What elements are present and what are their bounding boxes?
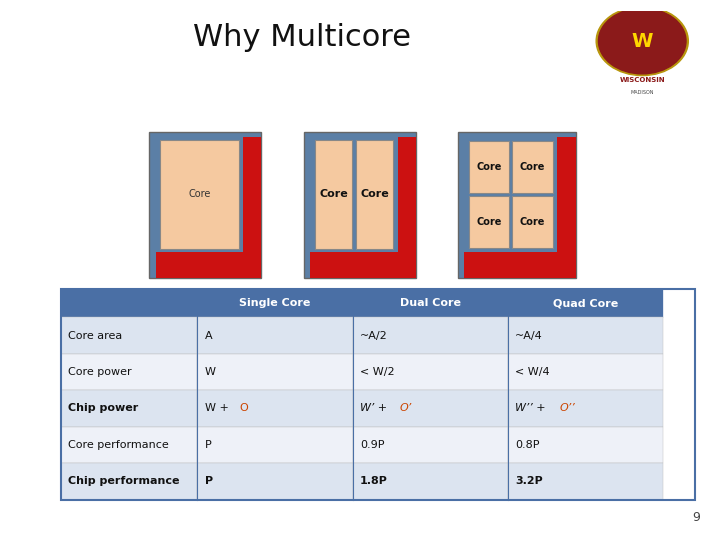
Text: < W/4: < W/4 [515,367,549,377]
Bar [508,318,663,354]
Bar [61,318,197,354]
Text: Core area: Core area [68,330,122,341]
Text: 0.8P: 0.8P [515,440,539,450]
Bar [310,252,416,278]
Bar [61,427,197,463]
Text: W’ +: W’ + [360,403,390,414]
Bar [353,463,508,500]
Text: WISCONSIN: WISCONSIN [619,77,665,83]
Text: 9: 9 [692,511,700,524]
Text: < W/2: < W/2 [360,367,395,377]
Bar [197,318,353,354]
Bar [508,427,663,463]
Text: Core: Core [476,217,502,227]
Text: W’’ +: W’’ + [515,403,549,414]
Text: W +: W + [204,403,232,414]
Text: ~A/2: ~A/2 [360,330,387,341]
Text: Core power: Core power [68,367,132,377]
Text: A: A [204,330,212,341]
Bar [513,141,553,193]
Text: Why Multicore: Why Multicore [194,23,411,52]
Text: O’’: O’’ [559,403,575,414]
Bar [304,132,416,278]
Bar [513,196,553,248]
Bar [310,137,398,252]
Bar [469,141,509,193]
Text: ~A/4: ~A/4 [515,330,543,341]
Bar [61,354,197,390]
Bar [353,427,508,463]
Text: Core: Core [319,190,348,199]
Text: O: O [239,403,248,414]
Text: Core: Core [476,162,502,172]
Text: 1.8P: 1.8P [360,476,388,487]
Bar [61,463,197,500]
Text: Core: Core [360,190,389,199]
Text: Core: Core [520,217,545,227]
Bar [197,289,353,318]
Bar [160,140,238,248]
Bar [508,289,663,318]
Text: W: W [204,367,215,377]
Bar [458,132,577,278]
Bar [353,390,508,427]
Text: Chip performance: Chip performance [68,476,180,487]
Circle shape [598,8,686,74]
Text: Chip power: Chip power [68,403,139,414]
Text: MADISON: MADISON [631,90,654,96]
Bar [398,137,416,278]
Text: Single Core: Single Core [239,298,311,308]
Bar [61,390,197,427]
Bar [508,354,663,390]
Text: Dual Core: Dual Core [400,298,461,308]
Bar [197,354,353,390]
Text: 0.9P: 0.9P [360,440,384,450]
Circle shape [596,6,688,76]
Text: P: P [204,476,212,487]
Bar [197,427,353,463]
Text: 3.2P: 3.2P [515,476,543,487]
Bar [61,289,695,500]
Bar [353,318,508,354]
Bar [197,390,353,427]
Bar [557,137,577,278]
Bar [156,252,261,278]
Bar [150,132,261,278]
Text: P: P [204,440,212,450]
Bar [197,463,353,500]
Bar [315,140,352,248]
Text: Core performance: Core performance [68,440,169,450]
Bar [508,390,663,427]
Bar [356,140,393,248]
Bar [243,137,261,278]
Text: O’: O’ [400,403,412,414]
Text: Core: Core [188,190,210,199]
Bar [156,137,243,252]
Bar [353,289,508,318]
Bar [353,354,508,390]
Text: Quad Core: Quad Core [553,298,618,308]
Bar [464,252,576,278]
Text: W: W [631,31,653,51]
Bar [464,137,557,252]
Bar [508,463,663,500]
Text: Core: Core [520,162,545,172]
Bar [469,196,509,248]
Bar [61,289,197,318]
